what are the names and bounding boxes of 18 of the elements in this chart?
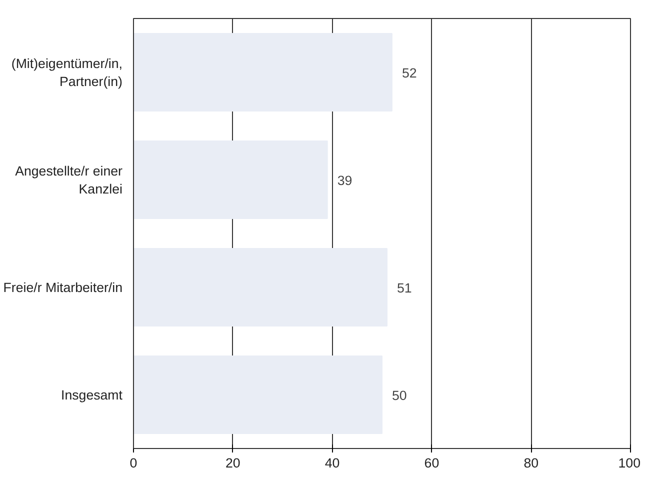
bar bbox=[134, 248, 388, 326]
y-tick-label: Insgesamt bbox=[61, 387, 123, 402]
bar bbox=[134, 140, 328, 219]
data-label: 50 bbox=[392, 388, 407, 403]
x-tick-label: 20 bbox=[225, 456, 240, 470]
y-tick-label: (Mit)eigentümer/in, Partner(in) bbox=[11, 56, 123, 89]
data-label: 52 bbox=[402, 65, 417, 80]
x-tick-label: 80 bbox=[524, 456, 539, 470]
bar bbox=[134, 33, 392, 112]
x-tick-label: 0 bbox=[130, 456, 138, 470]
bar bbox=[134, 356, 382, 434]
data-label: 51 bbox=[396, 280, 412, 296]
data-label: 39 bbox=[337, 172, 352, 188]
x-tick-label: 40 bbox=[324, 456, 340, 470]
y-tick-label: Freie/r Mitarbeiter/in bbox=[3, 280, 123, 295]
y-tick-label: Angestellte/r einer Kanzlei bbox=[15, 163, 124, 196]
x-tick-label: 60 bbox=[424, 456, 440, 470]
x-tick-label: 100 bbox=[618, 456, 641, 470]
